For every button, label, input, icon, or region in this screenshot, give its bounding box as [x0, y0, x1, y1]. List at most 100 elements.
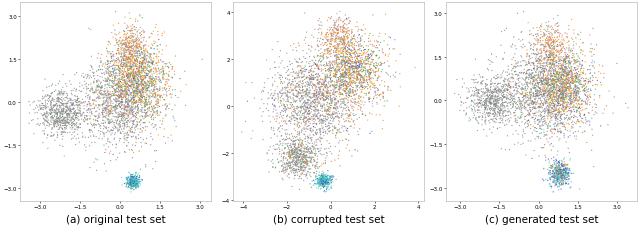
Point — [364, 75, 374, 79]
Point — [317, 105, 328, 109]
Point — [114, 69, 124, 73]
Point — [508, 76, 518, 80]
Point — [520, 115, 531, 119]
Point — [529, 114, 539, 118]
Point — [344, 71, 355, 74]
Point — [130, 90, 140, 93]
Point — [588, 76, 598, 80]
Point — [532, 95, 542, 99]
Point — [543, 99, 554, 102]
Point — [288, 140, 298, 144]
Point — [534, 74, 544, 77]
Point — [120, 123, 130, 127]
Point — [342, 61, 353, 65]
Point — [316, 183, 326, 187]
Point — [550, 128, 560, 131]
Point — [377, 69, 387, 72]
Point — [125, 109, 135, 112]
Point — [113, 59, 123, 62]
Point — [119, 42, 129, 45]
Point — [282, 90, 292, 94]
Point — [287, 135, 298, 138]
Point — [147, 69, 157, 73]
Point — [568, 116, 579, 120]
Point — [343, 36, 353, 40]
Point — [551, 59, 561, 63]
Point — [340, 81, 350, 84]
Point — [540, 57, 550, 61]
Point — [97, 113, 108, 117]
Point — [102, 97, 113, 101]
Point — [91, 100, 101, 104]
Point — [519, 83, 529, 87]
Point — [323, 48, 333, 52]
Point — [127, 35, 137, 38]
Point — [345, 76, 355, 80]
Point — [65, 119, 75, 123]
Point — [515, 107, 525, 110]
Point — [566, 70, 576, 74]
Point — [335, 16, 345, 20]
Point — [495, 106, 505, 109]
Point — [348, 121, 358, 124]
Point — [548, 69, 559, 72]
Point — [262, 151, 272, 155]
Point — [367, 58, 377, 62]
Point — [484, 102, 495, 106]
Point — [101, 112, 111, 116]
Point — [134, 72, 145, 75]
Point — [584, 124, 595, 127]
Point — [153, 45, 163, 48]
Point — [560, 60, 570, 63]
Point — [563, 173, 573, 176]
Point — [113, 49, 124, 53]
Point — [550, 75, 561, 79]
Point — [305, 129, 316, 133]
Point — [285, 116, 295, 119]
Point — [318, 183, 328, 187]
Point — [138, 116, 148, 119]
Point — [134, 110, 144, 113]
Point — [300, 151, 310, 154]
Point — [111, 108, 121, 112]
Point — [333, 47, 344, 51]
Point — [542, 60, 552, 63]
Point — [136, 180, 146, 184]
Point — [121, 87, 131, 91]
Point — [491, 99, 501, 103]
Point — [355, 47, 365, 51]
Point — [318, 178, 328, 182]
Point — [358, 81, 369, 85]
Point — [120, 88, 130, 91]
Point — [154, 72, 164, 76]
Point — [46, 135, 56, 138]
Point — [603, 123, 613, 127]
Point — [516, 64, 526, 68]
Point — [546, 72, 556, 76]
Point — [143, 73, 153, 76]
Point — [541, 121, 551, 124]
Point — [599, 72, 609, 76]
Point — [554, 42, 564, 45]
Point — [321, 95, 331, 99]
Point — [127, 89, 138, 92]
Point — [566, 125, 577, 129]
Point — [136, 41, 147, 45]
Point — [74, 97, 84, 101]
Point — [554, 173, 564, 177]
Point — [566, 77, 577, 81]
Point — [129, 99, 140, 102]
Point — [42, 136, 52, 140]
Point — [152, 111, 163, 115]
Point — [317, 120, 328, 124]
Point — [365, 43, 375, 47]
Point — [314, 95, 324, 99]
Point — [303, 83, 314, 87]
Point — [123, 109, 133, 113]
Point — [310, 89, 321, 92]
Point — [300, 68, 310, 72]
Point — [129, 183, 139, 186]
Point — [132, 101, 142, 105]
Point — [292, 168, 302, 171]
Point — [58, 119, 68, 122]
